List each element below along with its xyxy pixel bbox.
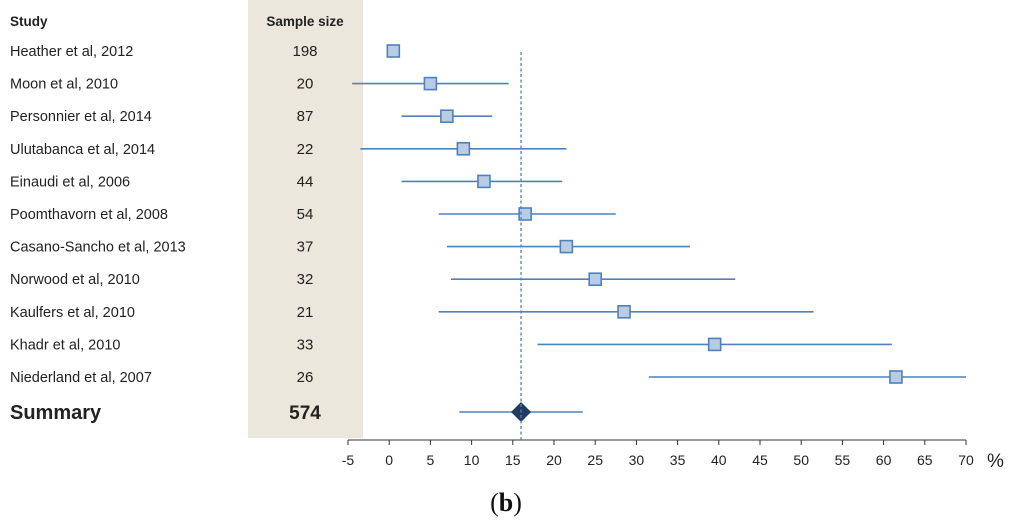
- forest-plot: Study Sample size Heather et al, 2012 198…: [10, 0, 1004, 472]
- study-label: Khadr et al, 2010: [10, 337, 120, 353]
- x-tick-label: 25: [587, 452, 603, 468]
- sample-size-value: 54: [297, 206, 314, 223]
- study-column-header: Study: [10, 14, 48, 29]
- x-tick-label: 50: [793, 452, 809, 468]
- sample-size-value: 32: [297, 271, 314, 288]
- sample-size-value: 20: [297, 76, 314, 93]
- x-tick-label: 15: [505, 452, 521, 468]
- x-tick-label: 10: [464, 452, 480, 468]
- study-label: Heather et al, 2012: [10, 44, 133, 60]
- study-label: Poomthavorn et al, 2008: [10, 207, 168, 223]
- study-label: Ulutabanca et al, 2014: [10, 142, 155, 158]
- study-label: Moon et al, 2010: [10, 77, 118, 93]
- point-estimate-marker: [617, 304, 631, 319]
- sample-size-value: 37: [297, 239, 314, 256]
- point-estimate-marker: [588, 272, 603, 287]
- sample-size-value: 87: [297, 108, 314, 125]
- study-label: Niederland et al, 2007: [10, 370, 152, 386]
- point-estimate-marker: [477, 174, 491, 189]
- sample-size-value: 21: [297, 304, 314, 321]
- x-tick-label: 5: [427, 452, 435, 468]
- study-rows: Heather et al, 2012 198 Moon et al, 2010 20…: [10, 43, 966, 424]
- sample-size-value: 22: [297, 141, 314, 158]
- x-tick-label: 0: [385, 452, 393, 468]
- summary-label: Summary: [10, 402, 102, 424]
- study-label: Personnier et al, 2014: [10, 109, 152, 125]
- x-tick-label: 70: [958, 452, 974, 468]
- panel-label: (b): [490, 488, 522, 517]
- sample-size-value: 44: [297, 173, 314, 190]
- study-label: Norwood et al, 2010: [10, 272, 140, 288]
- summary-sample-size: 574: [289, 403, 321, 424]
- sample-size-column-shade: [248, 0, 363, 438]
- point-estimate-marker: [518, 207, 532, 221]
- point-estimate-marker: [386, 44, 401, 58]
- point-estimate-marker: [440, 109, 454, 123]
- sample-size-value: 33: [297, 336, 314, 353]
- point-estimate-marker: [423, 76, 438, 91]
- x-tick-label: 45: [752, 452, 768, 468]
- study-label: Einaudi et al, 2006: [10, 174, 130, 190]
- sample-size-value: 26: [297, 369, 314, 386]
- x-tick-label: 55: [835, 452, 851, 468]
- x-axis-unit-label: %: [987, 451, 1004, 472]
- x-tick-label: 20: [546, 452, 562, 468]
- x-tick-label: -5: [342, 452, 355, 468]
- point-estimate-marker: [456, 142, 471, 156]
- x-axis: -5 0 5 10 15 20 25 30 35 40 45 50 55 60 65 70%: [342, 439, 1004, 472]
- study-label: Kaulfers et al, 2010: [10, 305, 135, 321]
- sample-size-value: 198: [292, 43, 317, 60]
- x-tick-label: 60: [876, 452, 892, 468]
- sample-size-column-header: Sample size: [266, 14, 344, 29]
- x-tick-label: 40: [711, 452, 727, 468]
- x-tick-label: 30: [629, 452, 645, 468]
- x-tick-label: 35: [670, 452, 686, 468]
- x-tick-label: 65: [917, 452, 933, 468]
- point-estimate-marker: [707, 337, 722, 352]
- point-estimate-marker: [889, 370, 903, 384]
- point-estimate-marker: [559, 239, 574, 254]
- study-label: Casano-Sancho et al, 2013: [10, 240, 186, 256]
